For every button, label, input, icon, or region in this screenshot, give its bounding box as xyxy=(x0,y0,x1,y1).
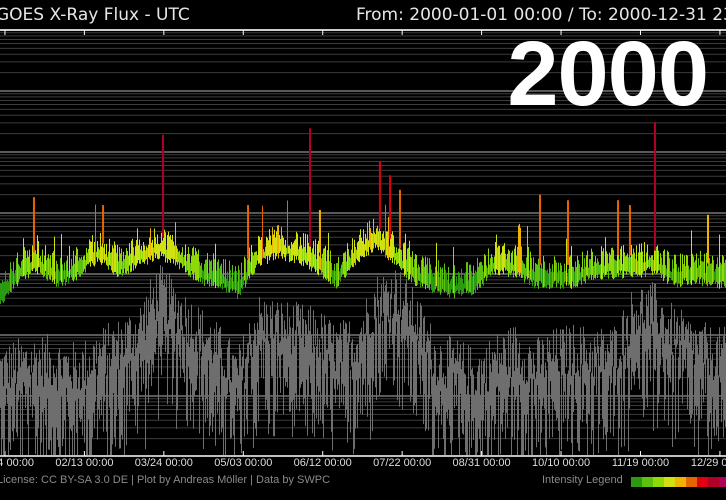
legend-swatch xyxy=(686,477,697,487)
year-label: 2000 xyxy=(507,23,709,125)
intensity-legend-label: Intensity Legend xyxy=(542,474,623,486)
x-tick-label: 11/19 00:00 xyxy=(611,457,670,469)
x-tick-label: 02/13 00:00 xyxy=(55,457,114,469)
legend-swatch xyxy=(664,477,675,487)
credits: License: CC BY-SA 3.0 DE | Plot by Andre… xyxy=(0,474,331,486)
time-range: From: 2000-01-01 00:00 / To: 2000-12-31 … xyxy=(356,5,726,25)
intensity-legend xyxy=(631,477,726,487)
x-tick-label: 08/31 00:00 xyxy=(452,457,511,469)
legend-swatch xyxy=(642,477,653,487)
x-tick-label: 10/10 00:00 xyxy=(531,457,591,469)
legend-swatch xyxy=(631,477,642,487)
x-tick-label: 07/22 00:00 xyxy=(373,457,432,469)
x-tick-label: 01/04 00:00 xyxy=(0,457,35,469)
x-tick-label: 06/12 00:00 xyxy=(293,457,352,469)
legend-swatch xyxy=(719,477,726,487)
legend-swatch xyxy=(675,477,686,487)
chart-title: GOES X-Ray Flux - UTC xyxy=(0,5,190,25)
x-tick-label: 03/24 00:00 xyxy=(134,457,193,469)
legend-swatch xyxy=(653,477,664,487)
x-tick-label: 05/03 00:00 xyxy=(214,457,273,469)
legend-swatch xyxy=(697,477,708,487)
x-tick-label: 12/29 00:00 xyxy=(690,457,726,469)
legend-swatch xyxy=(708,477,719,487)
